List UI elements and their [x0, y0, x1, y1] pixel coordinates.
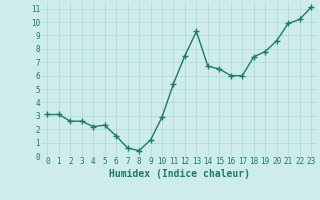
- X-axis label: Humidex (Indice chaleur): Humidex (Indice chaleur): [109, 169, 250, 179]
